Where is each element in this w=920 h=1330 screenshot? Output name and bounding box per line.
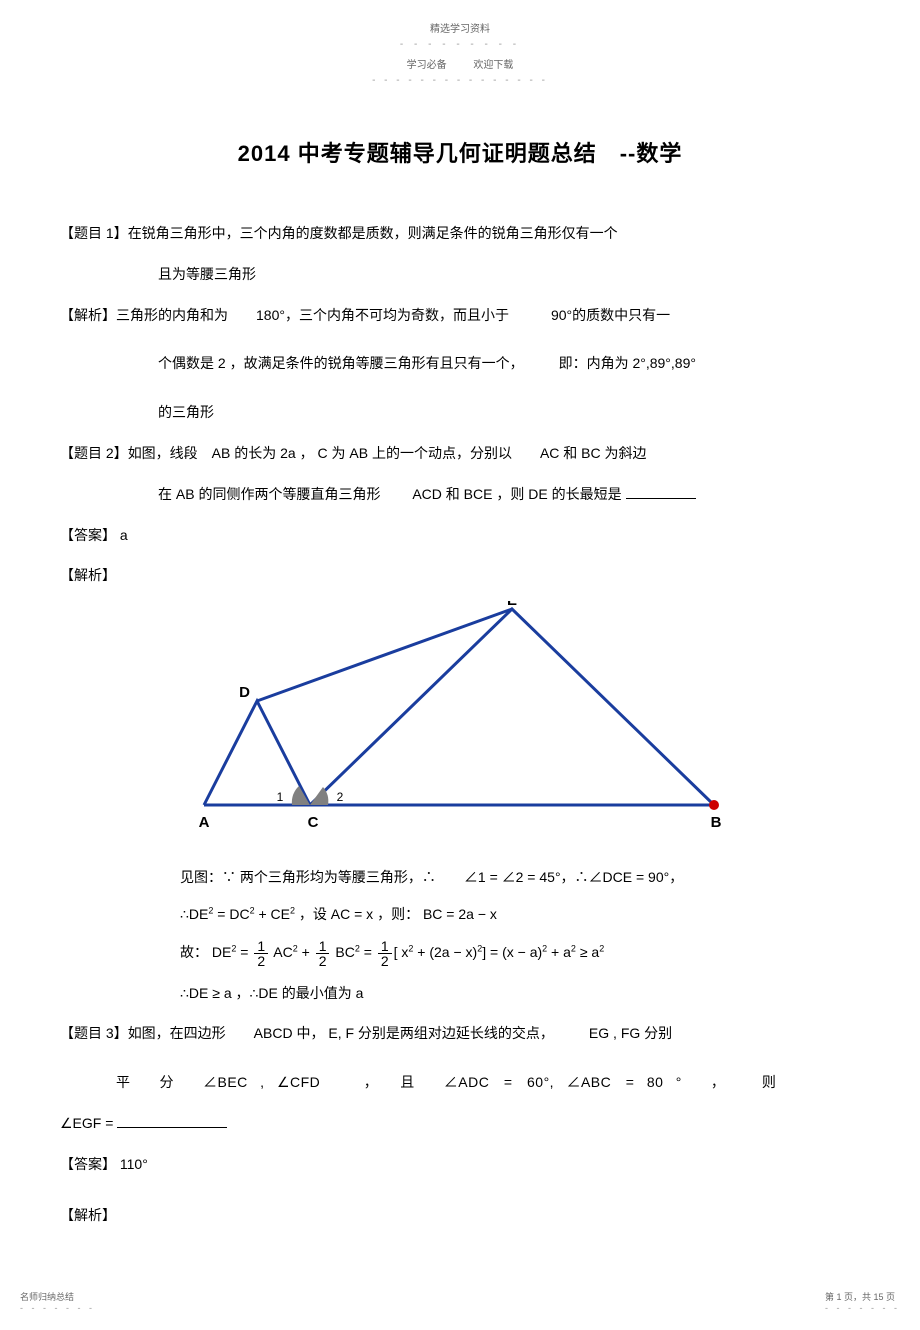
- q3-label: 【题目 3】: [60, 1025, 128, 1041]
- m3-c: [ x: [394, 944, 409, 960]
- m3-a: AC: [270, 944, 293, 960]
- frac-half-2: 12: [316, 939, 330, 968]
- q2-text2: 在 AB 的同侧作两个等腰直角三角形 ACD 和 BCE ，则 DE 的长最短是: [158, 486, 622, 502]
- q1-text1: 在锐角三角形中，三个内角的度数都是质数，则满足条件的锐角三角形仅有一个: [128, 225, 618, 241]
- q3-ans-label: 【答案】: [60, 1156, 116, 1172]
- frac-half-3: 12: [378, 939, 392, 968]
- q1-ana-label: 【解析】: [60, 307, 116, 323]
- label-angle2: 2: [337, 790, 344, 804]
- m3-d: + (2a − x): [413, 944, 477, 960]
- q3-text1: 如图，在四边形 ABCD 中， E, F 分别是两组对边延长线的交点， EG ,…: [128, 1025, 672, 1041]
- header-dots: - - - - - - - - -: [60, 39, 860, 50]
- q2-ans: a: [116, 527, 128, 543]
- label-e: E: [507, 601, 517, 609]
- m3-pre: 故： DE: [180, 944, 231, 960]
- q2-line2: 在 AB 的同侧作两个等腰直角三角形 ACD 和 BCE ，则 DE 的长最短是: [60, 479, 860, 510]
- q3-ans: 110°: [116, 1156, 148, 1172]
- footer-left-dots: - - - - - - -: [20, 1303, 95, 1313]
- footer-right-dots: - - - - - - -: [825, 1303, 900, 1313]
- q3-egf: ∠EGF =: [60, 1115, 113, 1131]
- q2-ana-label: 【解析】: [60, 560, 860, 591]
- q3-line2: 平 分 ∠BEC , ∠CFD ， 且 ∠ADC = 60°, ∠ABC = 8…: [60, 1067, 860, 1098]
- label-a: A: [199, 814, 210, 831]
- m3-f: + a: [547, 944, 571, 960]
- m2-c: + CE: [258, 906, 290, 922]
- header-top: 精选学习资料: [60, 20, 860, 35]
- m3-e: ] = (x − a): [482, 944, 542, 960]
- q2-line1: 【题目 2】如图，线段 AB 的长为 2a ， C 为 AB 上的一个动点，分别…: [60, 438, 860, 469]
- q3-line3: ∠EGF =: [60, 1108, 860, 1139]
- header-sub: 学习必备 欢迎下载: [60, 56, 860, 71]
- q1-label: 【题目 1】: [60, 225, 128, 241]
- q2-m1: 见图：∵ 两个三角形均为等腰三角形，∴ ∠1 = ∠2 = 45°，∴∠DCE …: [180, 866, 860, 888]
- q2-answer: 【答案】 a: [60, 520, 860, 551]
- q2-ans-label: 【答案】: [60, 527, 116, 543]
- q3-line1: 【题目 3】如图，在四边形 ABCD 中， E, F 分别是两组对边延长线的交点…: [60, 1018, 860, 1049]
- header-sub-left: 学习必备: [407, 56, 447, 71]
- q1-line1: 【题目 1】在锐角三角形中，三个内角的度数都是质数，则满足条件的锐角三角形仅有一…: [60, 218, 860, 249]
- footer-right-text: 第 1 页，共 15 页: [825, 1292, 895, 1302]
- q2-text1: 如图，线段 AB 的长为 2a ， C 为 AB 上的一个动点，分别以 AC 和…: [128, 445, 647, 461]
- header-dashes: - - - - - - - - - - - - - - -: [60, 75, 860, 86]
- q1-ana-line1: 【解析】三角形的内角和为 180°，三个内角不可均为奇数，而且小于 90°的质数…: [60, 300, 860, 331]
- m3-b: BC: [331, 944, 354, 960]
- footer-left: 名师归纳总结 - - - - - - -: [20, 1290, 95, 1313]
- q3-answer: 【答案】 110°: [60, 1149, 860, 1180]
- label-angle1: 1: [277, 790, 284, 804]
- m2-a: ∴DE: [180, 906, 208, 922]
- header-sub-right: 欢迎下载: [473, 56, 513, 71]
- q1-ana-text1: 三角形的内角和为 180°，三个内角不可均为奇数，而且小于 90°的质数中只有一: [116, 307, 670, 323]
- q1-ana-line3: 的三角形: [60, 397, 860, 428]
- label-c: C: [308, 814, 319, 831]
- m2-d: ，设 AC = x ，则： BC = 2a − x: [299, 906, 497, 922]
- q2-blank: [626, 498, 696, 499]
- q3-blank: [117, 1127, 227, 1128]
- q2-figure: A C B D E 1 2: [60, 601, 860, 846]
- triangle-diagram: A C B D E 1 2: [180, 601, 740, 841]
- q1-line2: 且为等腰三角形: [60, 259, 860, 290]
- q2-label: 【题目 2】: [60, 445, 128, 461]
- label-d: D: [239, 684, 250, 701]
- label-b: B: [711, 814, 722, 831]
- q2-m4: ∴DE ≥ a ，∴DE 的最小值为 a: [180, 982, 860, 1004]
- q2-math: 见图：∵ 两个三角形均为等腰三角形，∴ ∠1 = ∠2 = 45°，∴∠DCE …: [60, 866, 860, 1004]
- m3-g: ≥ a: [576, 944, 599, 960]
- q2-m2: ∴DE2 = DC2 + CE2 ，设 AC = x ，则： BC = 2a −…: [180, 903, 860, 925]
- q1-ana-line2: 个偶数是 2 ，故满足条件的锐角等腰三角形有且只有一个， 即：内角为 2°,89…: [60, 348, 860, 379]
- q2-m3: 故： DE2 = 12 AC2 + 12 BC2 = 12[ x2 + (2a …: [180, 939, 860, 968]
- footer-right: 第 1 页，共 15 页 - - - - - - -: [825, 1290, 900, 1313]
- frac-half-1: 12: [254, 939, 268, 968]
- m2-b: = DC: [217, 906, 249, 922]
- footer-left-text: 名师归纳总结: [20, 1292, 74, 1302]
- q3-ana-label: 【解析】: [60, 1200, 860, 1231]
- page-title: 2014 中考专题辅导几何证明题总结 --数学: [60, 136, 860, 168]
